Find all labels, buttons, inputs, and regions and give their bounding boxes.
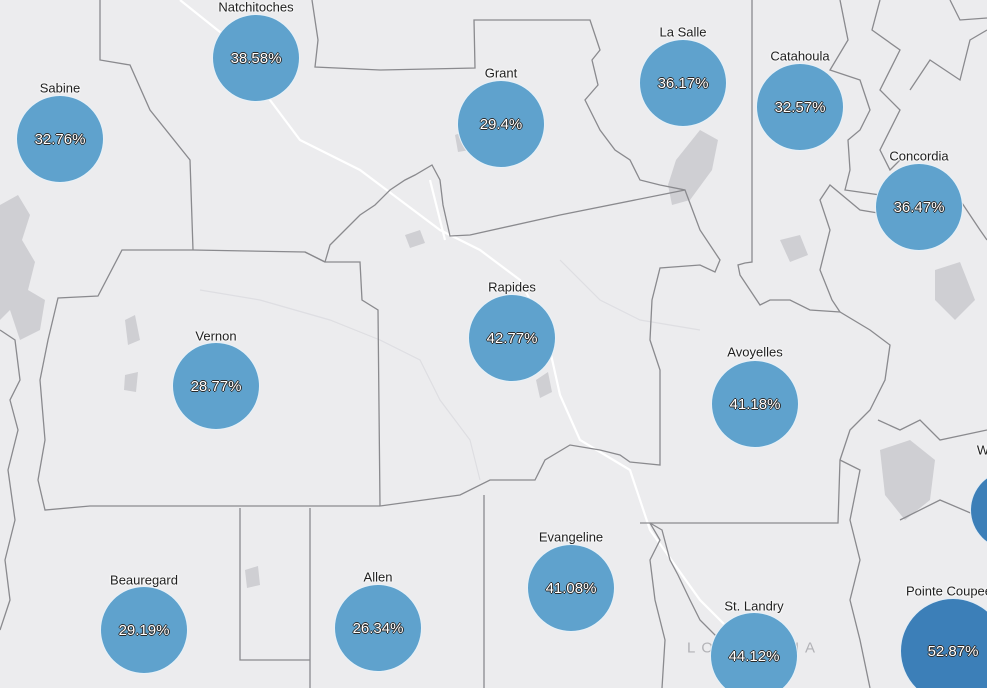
county-value: 29.19% (118, 621, 170, 639)
county-label: Avoyelles (727, 344, 783, 360)
county-value: 44.12% (728, 647, 780, 665)
county-bubble[interactable]: 29.19% (100, 586, 188, 674)
county-value: 41.18% (729, 395, 781, 413)
county-bubble[interactable]: 52.87% (900, 598, 987, 688)
county-label: Allen (363, 569, 393, 585)
county-value: 32.57% (774, 98, 826, 116)
county-value: 28.77% (190, 377, 242, 395)
county-label: Grant (484, 65, 518, 81)
county-label: St. Landry (724, 598, 784, 614)
county-bubble[interactable]: 38.58% (212, 14, 300, 102)
county-value: 32.76% (34, 130, 86, 148)
county-label: Pointe Coupee (905, 583, 987, 599)
county-label: La Salle (659, 24, 707, 40)
county-bubble[interactable]: 36.17% (639, 39, 727, 127)
county-value: 41.08% (545, 579, 597, 597)
county-label: Natchitoches (218, 0, 294, 15)
county-label: Sabine (39, 80, 81, 96)
county-value: 29.4% (479, 115, 523, 133)
county-bubble[interactable]: 36.47% (875, 163, 963, 251)
county-label: W (976, 442, 987, 458)
county-value: 52.87% (927, 642, 979, 660)
water-features (0, 130, 975, 588)
county-bubble[interactable]: 44.12% (710, 612, 798, 688)
county-bubble[interactable]: 28.77% (172, 342, 260, 430)
county-bubble[interactable]: 29.4% (457, 80, 545, 168)
county-label: Rapides (488, 279, 536, 295)
county-bubble[interactable]: 42.77% (468, 294, 556, 382)
county-label: Vernon (195, 328, 237, 344)
county-value: 36.17% (657, 74, 709, 92)
county-label: Concordia (889, 148, 949, 164)
county-label: Beauregard (110, 572, 178, 588)
county-label: Catahoula (770, 48, 830, 64)
county-value: 38.58% (230, 49, 282, 67)
county-value: 26.34% (352, 619, 404, 637)
county-bubble[interactable]: 32.76% (16, 95, 104, 183)
county-bubble[interactable]: 32.57% (756, 63, 844, 151)
county-label: Evangeline (538, 529, 604, 545)
county-value: 36.47% (893, 198, 945, 216)
secondary-roads (199, 259, 701, 481)
county-bubble[interactable]: 41.08% (527, 544, 615, 632)
roads (179, 0, 761, 661)
county-value: 42.77% (486, 329, 538, 347)
county-bubble[interactable]: 26.34% (334, 584, 422, 672)
county-bubble[interactable]: 41.18% (711, 360, 799, 448)
